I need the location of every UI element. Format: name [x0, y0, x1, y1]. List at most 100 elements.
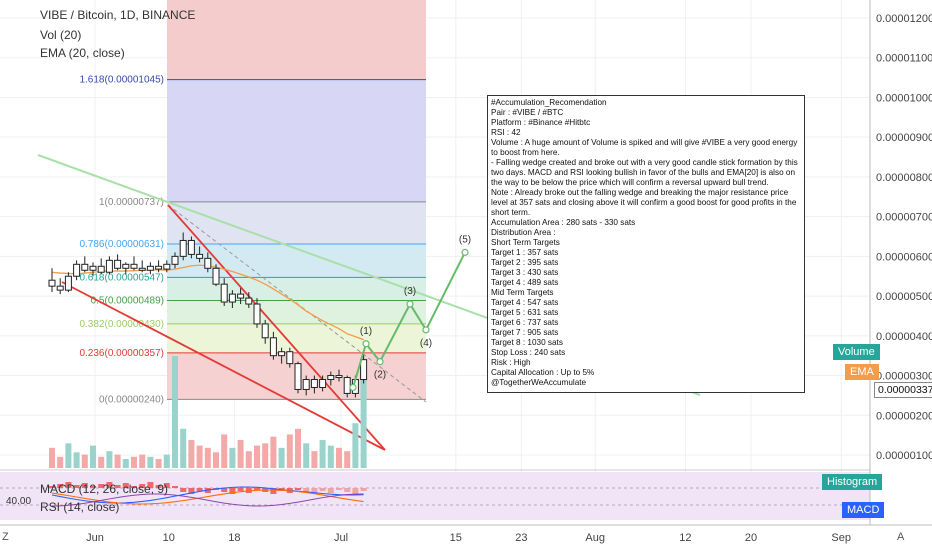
volume-bar — [155, 459, 162, 468]
elliott-wave-point — [422, 326, 430, 334]
note-line: - Falling wedge created and broke out wi… — [491, 158, 798, 187]
volume-bar — [90, 445, 96, 468]
macd-histogram-bar — [295, 488, 301, 490]
fib-zone-extension — [167, 79, 426, 202]
candle-body — [64, 275, 72, 291]
x-tick-label: Sep — [831, 532, 851, 544]
candle-body — [335, 375, 343, 379]
candle-body — [228, 293, 236, 303]
volume-bar — [172, 356, 178, 468]
candle-body — [114, 259, 122, 269]
note-line: Accumulation Area : 280 sats - 330 sats — [491, 218, 636, 227]
candle-body — [171, 255, 179, 265]
candle-body — [220, 283, 228, 303]
volume-bar — [344, 451, 351, 468]
candle-body — [360, 359, 368, 381]
volume-bar — [327, 445, 334, 468]
candle-body — [196, 253, 204, 259]
candle-body — [294, 363, 302, 390]
rsi-legend[interactable]: RSI (14, close) — [40, 500, 120, 514]
volume-bar — [237, 440, 244, 468]
volume-bar — [49, 447, 55, 468]
volume-tag: Volume — [833, 344, 880, 360]
volume-bar — [221, 434, 228, 468]
fib-zone-top — [167, 0, 426, 80]
note-line: Short Term Targets — [491, 238, 560, 247]
macd-histogram-bar — [229, 488, 236, 494]
note-line: Note : Already broke out the falling wed… — [491, 188, 797, 217]
macd-histogram-bar — [221, 488, 228, 492]
x-tick-label: 15 — [450, 532, 462, 544]
macd-histogram-bar — [147, 482, 154, 488]
macd-histogram-bar — [155, 485, 162, 488]
elliott-wave-point — [376, 358, 384, 366]
macd-histogram-bar — [163, 483, 170, 488]
x-tick-label: 18 — [228, 532, 240, 544]
x-tick-label: 23 — [515, 532, 527, 544]
fib-level-label: 0.618(0.00000547) — [79, 272, 164, 283]
x-tick-label: 20 — [745, 532, 757, 544]
volume-bar — [360, 367, 367, 468]
fib-level-label: 0.5(0.00000489) — [91, 295, 164, 306]
a-button[interactable]: A — [897, 531, 905, 543]
volume-bar — [196, 445, 203, 468]
fib-zone — [167, 300, 426, 324]
volume-bar — [98, 456, 105, 468]
macd-histogram-bar — [49, 486, 55, 488]
note-line: Target 5 : 631 sats — [491, 308, 559, 317]
note-line: Target 7 : 905 sats — [491, 328, 559, 337]
y-tick-label: 0.00000100 — [876, 450, 932, 462]
macd-histogram-bar — [270, 488, 277, 494]
volume-bar — [122, 459, 129, 468]
analysis-note: #Accumulation_Recomendation Pair : #VIBE … — [487, 95, 805, 393]
note-line: Volume : A huge amount of Volume is spik… — [491, 138, 798, 157]
candle-body — [105, 259, 113, 273]
candle-body — [73, 263, 81, 277]
macd-line — [51, 486, 364, 504]
candle-body — [130, 263, 138, 269]
fib-level-label: 0.382(0.00000430) — [79, 319, 164, 330]
x-tick-label: Jun — [86, 532, 104, 544]
elliott-wave-point — [349, 383, 357, 392]
note-line: Target 8 : 1030 sats — [491, 338, 563, 347]
volume-bar — [188, 440, 195, 468]
volume-bar — [303, 443, 310, 468]
elliott-wave-point — [461, 248, 469, 256]
macd-histogram-bar — [360, 488, 367, 491]
macd-histogram-bar — [172, 486, 178, 488]
fib-level-label: 0.786(0.00000631) — [79, 239, 164, 250]
volume-bar — [352, 423, 359, 468]
note-line: Target 3 : 430 sats — [491, 268, 559, 277]
x-tick-label: Aug — [585, 532, 605, 544]
macd-histogram-bar — [336, 488, 342, 490]
candle-body — [327, 375, 335, 381]
volume-bar — [180, 428, 187, 468]
y-tick-label: 0.00000800 — [876, 172, 932, 184]
volume-bar — [336, 447, 342, 468]
wedge-lower — [61, 281, 386, 451]
note-line: #Accumulation_Recomendation — [491, 98, 607, 107]
volume-bar — [311, 451, 318, 468]
candle-body — [302, 379, 310, 390]
candle-body — [212, 267, 220, 285]
symbol-legend[interactable]: VIBE / Bitcoin, 1D, BINANCE — [40, 8, 196, 22]
ema-legend[interactable]: EMA (20, close) — [40, 46, 125, 60]
candle-body — [81, 263, 89, 271]
z-button[interactable]: Z — [2, 531, 9, 543]
volume-bar — [131, 456, 137, 468]
candle-body — [56, 285, 64, 291]
note-line: Target 2 : 395 sats — [491, 258, 559, 267]
candle-body — [122, 263, 130, 269]
fib-level-label: 1(0.00000737) — [99, 197, 164, 208]
macd-tag: MACD — [842, 502, 885, 518]
note-line: Target 6 : 737 sats — [491, 318, 559, 327]
macd-histogram-bar — [311, 488, 318, 494]
macd-histogram-bar — [114, 485, 121, 488]
candle-body — [237, 293, 245, 299]
x-tick-label: 12 — [679, 532, 691, 544]
wedge-upper — [167, 204, 386, 451]
macd-legend[interactable]: MACD (12, 26, close, 9) — [40, 482, 169, 496]
volume-legend[interactable]: Vol (20) — [40, 28, 82, 42]
candle-body — [204, 257, 212, 269]
